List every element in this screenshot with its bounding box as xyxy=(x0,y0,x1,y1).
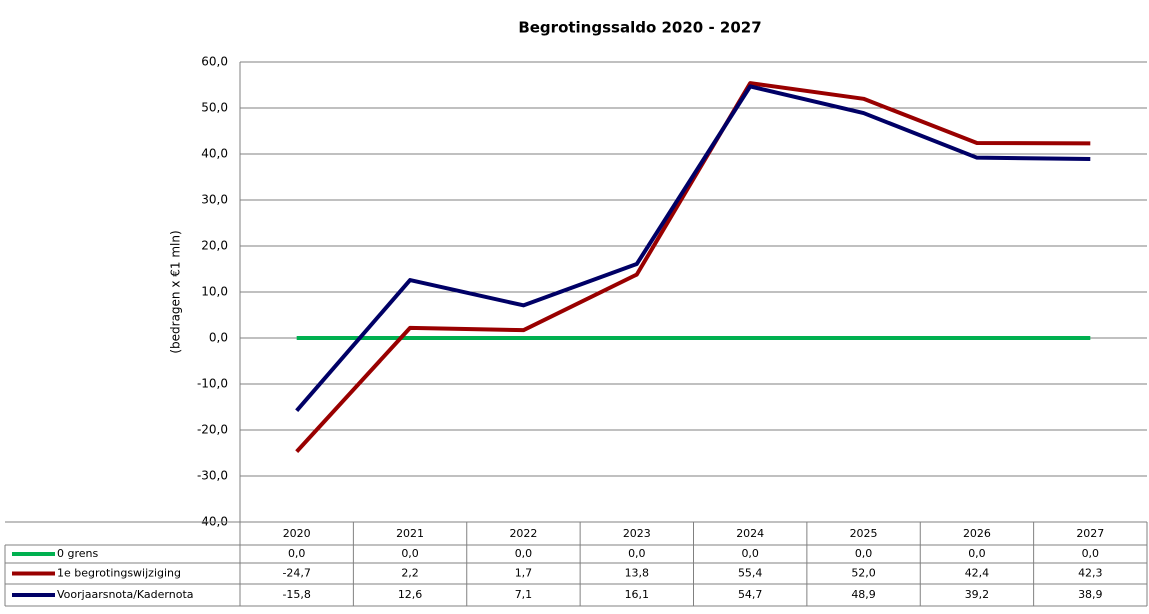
x-tick-label: 2026 xyxy=(963,527,991,540)
legend-label: 1e begrotingswijziging xyxy=(57,567,181,580)
x-tick-label: 2023 xyxy=(623,527,651,540)
legend-label: Voorjaarsnota/Kadernota xyxy=(57,588,194,601)
table-value: 7,1 xyxy=(515,588,533,601)
x-tick-label: 2025 xyxy=(850,527,878,540)
series-line xyxy=(295,81,1091,453)
table-value: 16,1 xyxy=(625,588,650,601)
table-value: 42,3 xyxy=(1078,567,1103,580)
table-value: 54,7 xyxy=(738,588,763,601)
x-tick-label: 2027 xyxy=(1076,527,1104,540)
table-value: 0,0 xyxy=(515,547,533,560)
y-tick-label: 30,0 xyxy=(201,193,228,207)
table-value: 0,0 xyxy=(1082,547,1100,560)
table-value: 0,0 xyxy=(628,547,646,560)
x-tick-label: 2024 xyxy=(736,527,764,540)
legend-label: 0 grens xyxy=(57,547,98,560)
table-value: 0,0 xyxy=(741,547,759,560)
y-tick-label: 20,0 xyxy=(201,239,228,253)
table-value: 39,2 xyxy=(965,588,990,601)
table-value: -15,8 xyxy=(282,588,310,601)
table-value: 55,4 xyxy=(738,567,763,580)
y-tick-label: -20,0 xyxy=(197,423,228,437)
x-tick-label: 2020 xyxy=(283,527,311,540)
y-tick-label: -30,0 xyxy=(197,469,228,483)
table-value: 52,0 xyxy=(851,567,876,580)
table-value: 48,9 xyxy=(851,588,876,601)
table-value: 0,0 xyxy=(968,547,986,560)
table-value: 2,2 xyxy=(401,567,419,580)
y-tick-label: 50,0 xyxy=(201,101,228,115)
table-value: 1,7 xyxy=(515,567,533,580)
series-line xyxy=(295,84,1091,412)
x-tick-label: 2021 xyxy=(396,527,424,540)
table-value: 38,9 xyxy=(1078,588,1103,601)
chart-title: Begrotingssaldo 2020 - 2027 xyxy=(518,19,761,37)
table-value: 0,0 xyxy=(401,547,419,560)
table-value: 0,0 xyxy=(288,547,306,560)
table-value: -24,7 xyxy=(282,567,310,580)
table-value: 12,6 xyxy=(398,588,423,601)
y-tick-label: 60,0 xyxy=(201,55,228,69)
x-tick-label: 2022 xyxy=(509,527,537,540)
table-value: 13,8 xyxy=(625,567,650,580)
y-tick-label: 40,0 xyxy=(201,147,228,161)
table-value: 0,0 xyxy=(855,547,873,560)
table-value: 42,4 xyxy=(965,567,990,580)
y-tick-label: -10,0 xyxy=(197,377,228,391)
y-axis-label: (bedragen x €1 mln) xyxy=(169,230,183,353)
y-tick-label: 10,0 xyxy=(201,285,228,299)
y-tick-label: 0,0 xyxy=(209,331,228,345)
